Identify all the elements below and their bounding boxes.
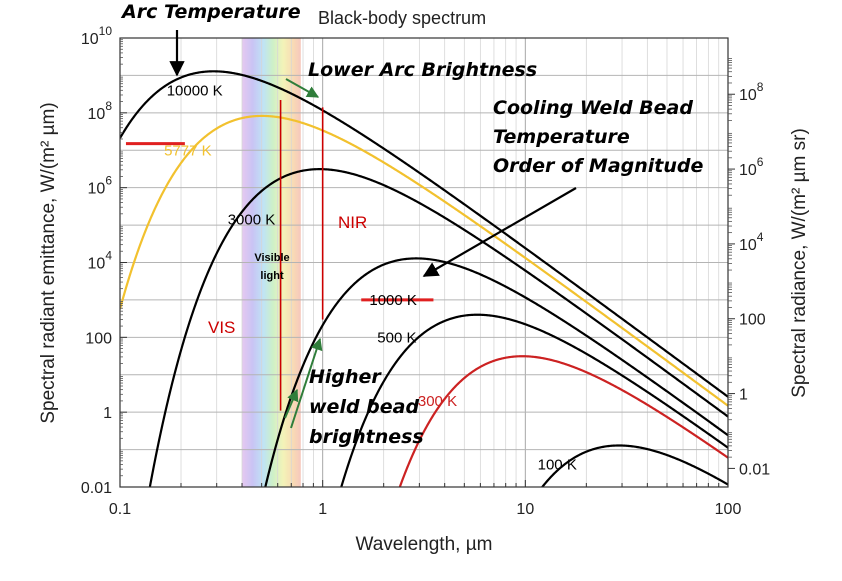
cooling-arrow (422, 187, 577, 277)
region-label-nir: NIR (338, 213, 367, 232)
ticks: 0.1 1 10 100 0.01 1 100 104 106 108 1010 0.01 1 100 10… (81, 24, 770, 518)
series-line-500k (340, 313, 728, 487)
y-right-tick-label: 1 (739, 387, 748, 404)
curve-label: 300 K (418, 393, 457, 410)
curve-label: 100 K (538, 456, 577, 473)
y-left-tick-label: 1 (103, 405, 112, 422)
curve-label: 10000 K (167, 82, 223, 99)
y-left-tick-label: 108 (88, 99, 113, 123)
curves (120, 70, 728, 487)
x-tick-label: 1 (318, 501, 327, 518)
curve-labels: 10000 K 5777 K 3000 K 1000 K 500 K 300 K 100 K (164, 82, 577, 473)
y-left-tick-label: 106 (88, 174, 113, 198)
y-right-tick-label: 106 (739, 155, 764, 179)
lower-arc-brightness-arrow (285, 78, 320, 98)
y-right-tick-label: 108 (739, 80, 764, 104)
y-left-tick-label: 1010 (81, 24, 112, 48)
series-line-1000k (264, 257, 728, 487)
annotation-cooling-line3: Order of Magnitude (493, 155, 704, 177)
curve-label: 3000 K (228, 212, 276, 229)
curve-label: 1000 K (369, 292, 417, 309)
overlays (125, 100, 434, 411)
x-tick-label: 100 (715, 501, 742, 518)
higher-brightness-arrow-1 (284, 388, 299, 419)
y-right-tick-label: 104 (739, 230, 764, 254)
y-right-tick-label: 0.01 (739, 461, 770, 478)
region-label-vis: VIS (208, 318, 235, 337)
annotation-lower-arc-brightness: Lower Arc Brightness (308, 59, 537, 81)
grid (120, 38, 728, 487)
y-right-tick-label: 100 (739, 312, 766, 329)
curve-label: 500 K (377, 329, 416, 346)
y-axis-label-left: Spectral radiant emittance, W/(m² µm) (38, 102, 59, 423)
y-left-tick-label: 100 (85, 330, 112, 347)
series-line-3000k (148, 168, 728, 487)
x-axis-label: Wavelength, µm (356, 534, 493, 555)
x-tick-label: 0.1 (109, 501, 131, 518)
curve-label: 5777 K (164, 142, 212, 159)
higher-brightness-arrow-2 (290, 337, 323, 429)
y-left-tick-label: 0.01 (81, 480, 112, 497)
visible-light-label-line1: Visible (254, 252, 289, 264)
x-tick-label: 10 (516, 501, 534, 518)
chart-title: Black-body spectrum (318, 8, 486, 28)
y-left-tick-label: 104 (88, 249, 113, 273)
series-line-10000k (120, 70, 728, 398)
annotation-arc-temperature: Arc Temperature (120, 1, 301, 23)
annotation-higher-line2: weld bead (309, 396, 419, 418)
visible-light-label-line2: light (260, 270, 284, 282)
y-axis-label-right: Spectral radiance, W/(m² µm sr) (789, 128, 810, 398)
annotation-higher-line3: brightness (309, 426, 424, 448)
annotation-cooling-line1: Cooling Weld Bead (493, 97, 693, 119)
annotation-higher-line1: Higher (309, 366, 382, 388)
series-line-100k (540, 444, 728, 487)
series-line-300k (398, 355, 728, 487)
series-line-5777k (120, 114, 728, 407)
annotation-cooling-line2: Temperature (493, 126, 630, 148)
